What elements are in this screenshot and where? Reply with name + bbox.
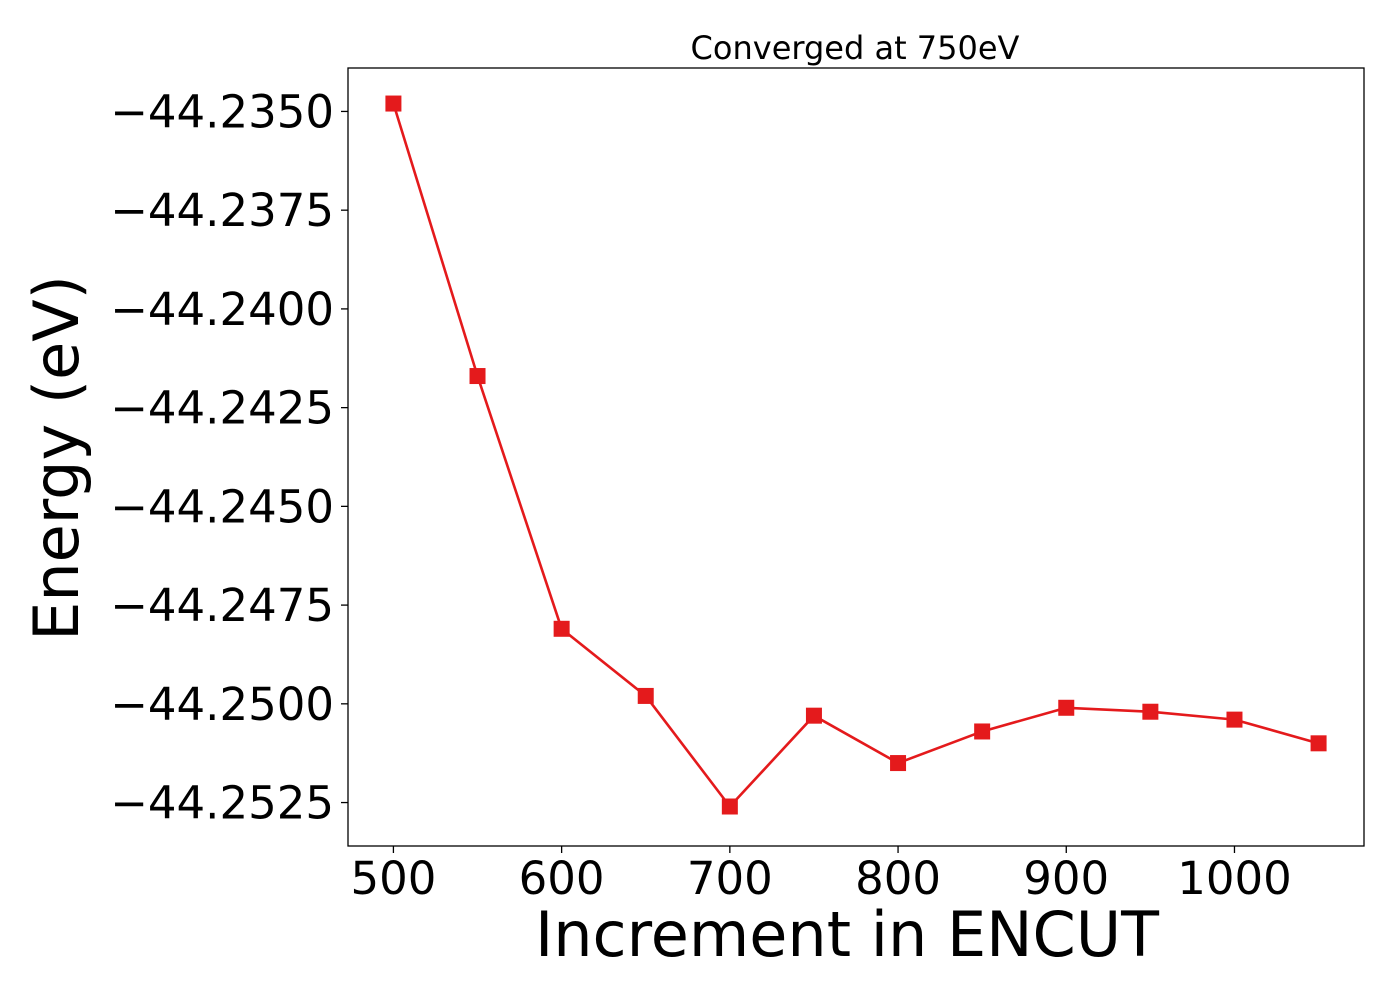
x-tick-label: 1000 xyxy=(1177,852,1292,905)
data-point-marker xyxy=(721,798,738,815)
x-tick-label: 900 xyxy=(1023,852,1109,905)
x-axis-label: Increment in ENCUT xyxy=(535,898,1160,971)
data-point-marker xyxy=(1310,735,1327,752)
x-axis: 500 600 700 800 900 1000 xyxy=(350,846,1292,905)
y-tick-label: −44.2350 xyxy=(110,85,334,138)
data-point-marker xyxy=(637,687,654,704)
data-point-marker xyxy=(1142,703,1159,720)
y-tick-label: −44.2375 xyxy=(110,184,334,237)
data-point-marker xyxy=(385,95,402,112)
series-line xyxy=(392,103,1319,808)
x-tick-label: 500 xyxy=(350,852,436,905)
chart-title: Converged at 750eV xyxy=(691,29,1020,67)
x-tick-label: 600 xyxy=(519,852,605,905)
data-point-marker xyxy=(553,620,570,637)
x-tick-label: 800 xyxy=(855,852,941,905)
y-tick-label: −44.2475 xyxy=(110,579,334,632)
y-tick-label: −44.2400 xyxy=(110,283,334,336)
y-tick-label: −44.2500 xyxy=(110,678,334,731)
series-layer xyxy=(385,95,1327,815)
data-point-marker xyxy=(890,755,907,772)
y-tick-label: −44.2525 xyxy=(110,777,334,830)
y-axis: −44.2350 −44.2375 −44.2400 −44.2425 −44.2450… xyxy=(110,85,348,830)
data-point-marker xyxy=(1226,711,1243,728)
y-axis-label: Energy (eV) xyxy=(20,275,93,641)
data-point-marker xyxy=(974,723,991,740)
x-tick-label: 700 xyxy=(687,852,773,905)
data-point-marker xyxy=(805,707,822,724)
y-tick-label: −44.2425 xyxy=(110,382,334,435)
data-point-marker xyxy=(1058,699,1075,716)
data-point-marker xyxy=(469,368,486,385)
y-tick-label: −44.2450 xyxy=(110,480,334,533)
plot-area xyxy=(347,67,1365,847)
